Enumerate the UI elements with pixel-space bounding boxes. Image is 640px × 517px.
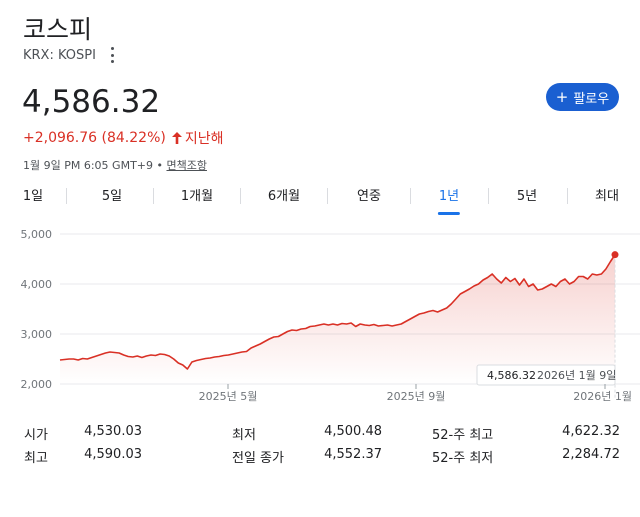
tab-separator bbox=[410, 188, 411, 204]
arrow-up-icon bbox=[171, 132, 182, 144]
tab-separator bbox=[66, 188, 67, 204]
y-tick-label: 4,000 bbox=[21, 278, 53, 291]
tab-1m[interactable]: 1개월 bbox=[180, 189, 214, 204]
stat-label: 최저 bbox=[232, 428, 256, 443]
stat-value: 4,622.32 bbox=[562, 424, 620, 439]
chart-end-point[interactable] bbox=[611, 251, 619, 259]
price-chart[interactable]: 5,000 4,000 3,000 2,000 4,586.32 2026년 1월 9… bbox=[0, 220, 640, 410]
tab-separator bbox=[567, 188, 568, 204]
tab-separator bbox=[240, 188, 241, 204]
y-tick-label: 3,000 bbox=[21, 328, 53, 341]
more-options-icon[interactable] bbox=[106, 47, 120, 63]
stat-label: 최고 bbox=[24, 451, 48, 466]
x-tick-label: 2025년 9월 bbox=[387, 390, 446, 403]
tab-separator bbox=[153, 188, 154, 204]
stat-value: 4,590.03 bbox=[84, 447, 142, 462]
tooltip-date: 2026년 1월 9일 bbox=[537, 368, 616, 382]
tab-separator bbox=[488, 188, 489, 204]
current-price: 4,586.32 bbox=[22, 84, 161, 120]
stat-value: 4,500.48 bbox=[324, 424, 382, 439]
plus-icon: + bbox=[555, 87, 569, 106]
stat-value: 2,284.72 bbox=[562, 447, 620, 462]
tab-max[interactable]: 최대 bbox=[595, 189, 619, 204]
stat-label: 52-주 최고 bbox=[432, 428, 494, 443]
page-title: 코스피 bbox=[23, 15, 93, 44]
stat-label: 시가 bbox=[24, 428, 48, 443]
ticker-row: KRX: KOSPI bbox=[23, 47, 120, 63]
tab-separator bbox=[327, 188, 328, 204]
chart-series-line bbox=[59, 254, 616, 370]
time-range-tabs: 1일 5일 1개월 6개월 연중 1년 5년 최대 bbox=[0, 185, 640, 213]
follow-button-label: 팔로우 bbox=[573, 91, 610, 107]
tab-ytd[interactable]: 연중 bbox=[357, 189, 381, 204]
tab-6m[interactable]: 6개월 bbox=[267, 189, 301, 204]
timestamp: 1월 9일 PM 6:05 GMT+9 • bbox=[23, 159, 163, 172]
x-tick-label: 2025년 5월 bbox=[199, 390, 258, 403]
x-tick-label: 2026년 1월 bbox=[573, 390, 632, 403]
y-tick-label: 5,000 bbox=[21, 228, 53, 241]
price-change-value: +2,096.76 (84.22%) bbox=[23, 130, 166, 146]
tooltip-value: 4,586.32 bbox=[487, 369, 536, 382]
y-tick-label: 2,000 bbox=[21, 378, 53, 391]
stat-value: 4,530.03 bbox=[84, 424, 142, 439]
ticker-symbol: KRX: KOSPI bbox=[23, 47, 96, 63]
chart-area-fill bbox=[60, 254, 615, 384]
timestamp-row: 1월 9일 PM 6:05 GMT+9 • 면책조항 bbox=[23, 157, 207, 173]
tab-1y[interactable]: 1년 bbox=[439, 185, 459, 209]
change-period-label: 지난해 bbox=[184, 131, 224, 147]
chart-tooltip: 4,586.32 2026년 1월 9일 bbox=[476, 364, 616, 386]
follow-button[interactable]: + 팔로우 bbox=[546, 83, 619, 111]
stat-value: 4,552.37 bbox=[324, 447, 382, 462]
stat-label: 전일 종가 bbox=[232, 451, 284, 466]
stat-label: 52-주 최저 bbox=[432, 451, 494, 466]
disclaimer-link[interactable]: 면책조항 bbox=[166, 159, 207, 172]
tab-5d[interactable]: 5일 bbox=[101, 189, 123, 204]
tab-5y[interactable]: 5년 bbox=[516, 189, 538, 204]
price-change: +2,096.76 (84.22%) 지난해 bbox=[23, 128, 223, 148]
tab-1d[interactable]: 1일 bbox=[22, 189, 44, 204]
